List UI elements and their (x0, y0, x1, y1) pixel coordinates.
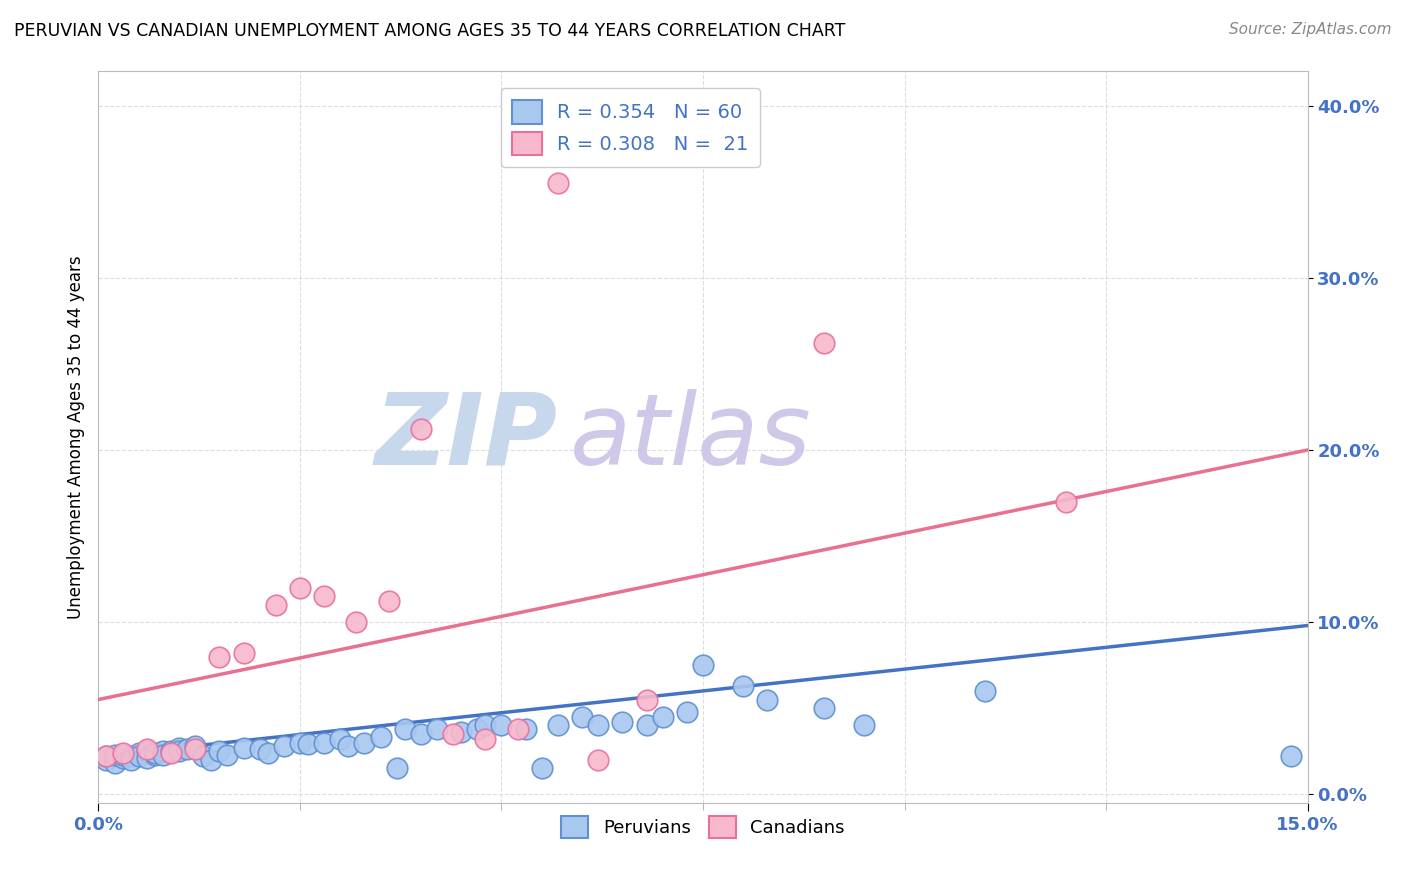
Point (96, 749, 118, 764)
Point (426, 722, 449, 736)
Point (813, 701, 835, 715)
Point (232, 740, 254, 755)
Point (288, 735, 311, 749)
Point (465, 722, 488, 736)
Point (288, 581, 311, 595)
Point (547, 718, 569, 732)
Point (377, 594, 399, 608)
Point (474, 732, 496, 747)
Point (152, 744, 174, 758)
Point (152, 747, 174, 762)
Point (586, 718, 609, 732)
Point (264, 598, 287, 612)
Point (160, 744, 183, 758)
Point (1054, 494, 1077, 508)
Point (167, 744, 190, 758)
Point (337, 739, 360, 753)
Point (103, 747, 125, 762)
Point (530, 761, 553, 775)
Point (249, 742, 271, 756)
Point (370, 731, 392, 745)
Point (297, 737, 319, 751)
Point (273, 739, 295, 753)
Point (329, 732, 352, 747)
Point (111, 751, 134, 765)
Point (586, 753, 609, 767)
Point (506, 722, 529, 736)
Point (692, 658, 714, 673)
Point (111, 746, 134, 760)
Point (813, 336, 835, 351)
Point (176, 742, 198, 756)
Point (96, 749, 118, 764)
Point (491, 718, 513, 732)
Point (128, 749, 150, 764)
Text: Source: ZipAtlas.com: Source: ZipAtlas.com (1229, 22, 1392, 37)
Point (135, 744, 157, 758)
Point (636, 692, 658, 706)
Point (120, 753, 142, 767)
Text: atlas: atlas (569, 389, 811, 485)
Text: PERUVIAN VS CANADIAN UNEMPLOYMENT AMONG AGES 35 TO 44 YEARS CORRELATION CHART: PERUVIAN VS CANADIAN UNEMPLOYMENT AMONG … (14, 22, 845, 40)
Point (651, 710, 673, 724)
Point (167, 740, 190, 755)
Point (208, 649, 231, 664)
Text: ZIP: ZIP (375, 389, 558, 485)
Point (676, 705, 699, 719)
Point (353, 735, 375, 749)
Point (515, 722, 537, 736)
Point (344, 615, 367, 629)
Point (193, 749, 215, 764)
Point (96, 753, 118, 767)
Point (135, 742, 157, 756)
Point (160, 746, 183, 760)
Point (394, 722, 416, 736)
Point (450, 725, 472, 739)
Point (474, 718, 496, 732)
Point (111, 747, 134, 762)
Point (184, 739, 207, 753)
Point (143, 746, 166, 760)
Point (135, 751, 157, 765)
Point (128, 746, 150, 760)
Point (232, 646, 254, 660)
Point (184, 742, 207, 756)
Point (441, 727, 464, 741)
Point (103, 756, 125, 771)
Point (143, 747, 166, 762)
Point (385, 761, 408, 775)
Point (756, 692, 779, 706)
Point (208, 744, 231, 758)
Point (733, 679, 755, 693)
Point (547, 176, 569, 190)
Point (636, 718, 658, 732)
Point (853, 718, 876, 732)
Point (256, 746, 278, 760)
Point (314, 735, 336, 749)
Point (571, 710, 593, 724)
Point (1281, 749, 1303, 764)
Legend: Peruvians, Canadians: Peruvians, Canadians (554, 808, 852, 845)
Point (120, 749, 142, 764)
Point (409, 727, 432, 741)
Point (200, 753, 222, 767)
Point (974, 684, 997, 698)
Point (314, 589, 336, 603)
Y-axis label: Unemployment Among Ages 35 to 44 years: Unemployment Among Ages 35 to 44 years (66, 255, 84, 619)
Point (612, 714, 634, 729)
Point (409, 422, 432, 436)
Point (217, 747, 239, 762)
